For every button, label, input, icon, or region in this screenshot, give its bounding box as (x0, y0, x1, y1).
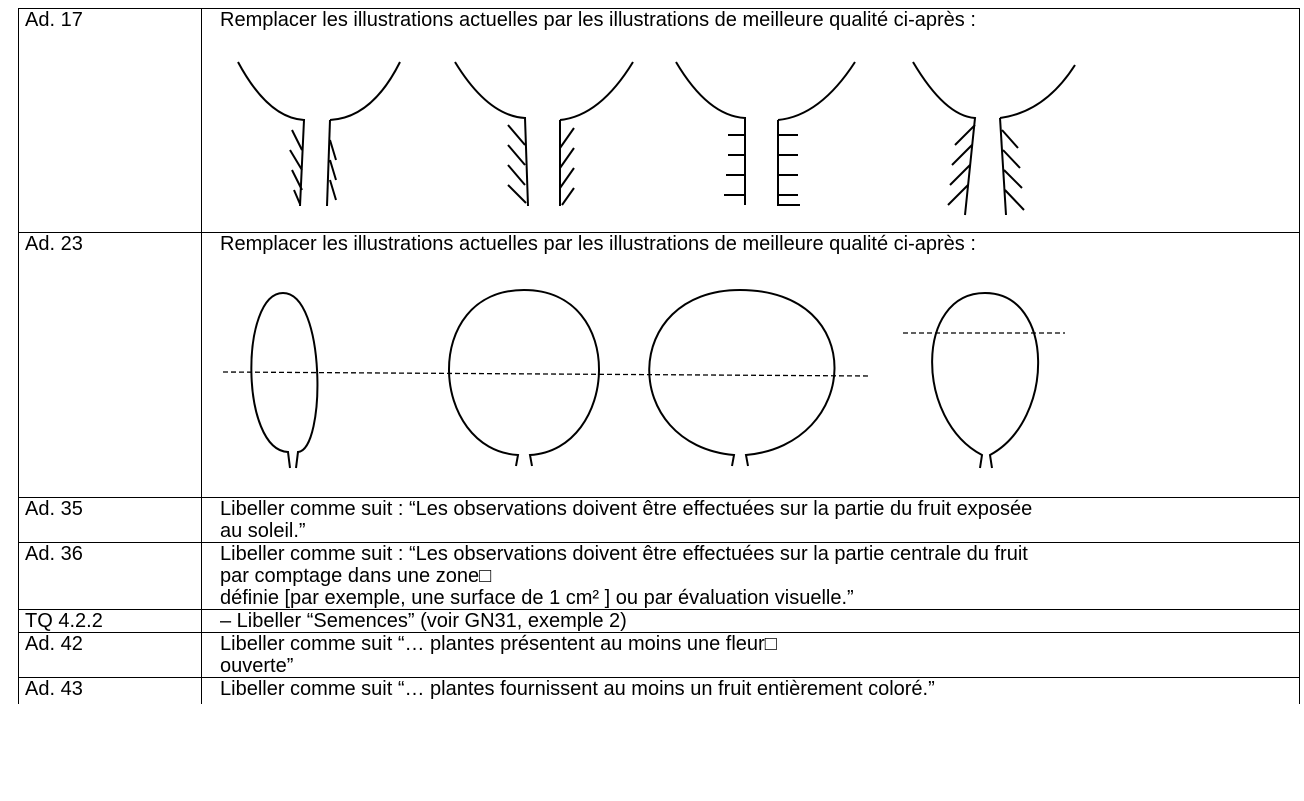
row-text: Remplacer les illustrations actuelles pa… (201, 8, 1300, 233)
row-label: Ad. 17 (18, 8, 202, 233)
table-row: Ad. 36 Libeller comme suit : “Les observa… (18, 542, 1300, 610)
text-line: – Libeller “Semences” (voir GN31, exempl… (220, 610, 627, 632)
text-line: définie [par exemple, une surface de 1 c… (220, 587, 854, 609)
row-label: Ad. 35 (18, 497, 202, 543)
document: Ad. 17 Remplacer les illustrations actuel… (18, 8, 1300, 704)
table-row: Ad. 35 Libeller comme suit : “Les observa… (18, 497, 1300, 543)
text-line: Remplacer les illustrations actuelles pa… (220, 9, 976, 31)
row-label: Ad. 43 (18, 677, 202, 704)
text-line: Libeller comme suit : “Les observations … (220, 543, 1028, 565)
text-line: Libeller comme suit : “Les observations … (220, 498, 1033, 520)
table-row: Ad. 42 Libeller comme suit “… plantes pré… (18, 632, 1300, 678)
row-label: Ad. 23 (18, 232, 202, 498)
row-text: Libeller comme suit : “Les observations … (201, 497, 1300, 543)
text-line: par comptage dans une zone□ (220, 565, 492, 587)
row-text: Libeller comme suit “… plantes fournisse… (201, 677, 1300, 704)
table-row: TQ 4.2.2 – Libeller “Semences” (voir GN31… (18, 609, 1300, 633)
row-text: Libeller comme suit : “Les observations … (201, 542, 1300, 610)
table-row: Ad. 43 Libeller comme suit “… plantes fou… (18, 677, 1300, 704)
row-label: Ad. 42 (18, 632, 202, 678)
row-text: Remplacer les illustrations actuelles pa… (201, 232, 1300, 498)
row-label: TQ 4.2.2 (18, 609, 202, 633)
text-line: Libeller comme suit “… plantes fournisse… (220, 678, 935, 700)
text-line: ouverte” (220, 655, 294, 677)
text-line: Libeller comme suit “… plantes présenten… (220, 633, 777, 655)
row-text: – Libeller “Semences” (voir GN31, exempl… (201, 609, 1300, 633)
table-row: Ad. 23 Remplacer les illustrations actuel… (18, 232, 1300, 498)
amendments-table: Ad. 17 Remplacer les illustrations actuel… (18, 8, 1300, 704)
table-row: Ad. 17 Remplacer les illustrations actuel… (18, 8, 1300, 233)
row-text: Libeller comme suit “… plantes présenten… (201, 632, 1300, 678)
text-line: au soleil.” (220, 520, 306, 542)
text-line: Remplacer les illustrations actuelles pa… (220, 233, 976, 255)
row-label: Ad. 36 (18, 542, 202, 610)
